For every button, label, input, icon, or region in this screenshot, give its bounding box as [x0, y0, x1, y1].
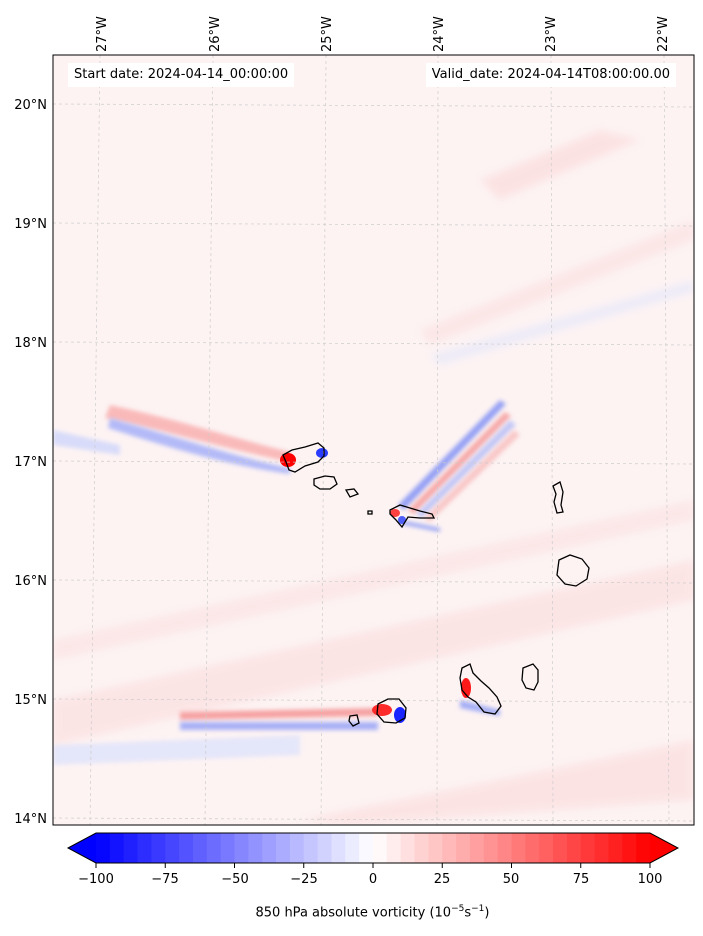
colorbar-cell — [497, 833, 513, 863]
coastlines — [282, 442, 590, 727]
island-sal — [552, 481, 564, 514]
cb-tick-label: −75 — [151, 872, 178, 887]
latitude-labels: 20°N 19°N 18°N 17°N 16°N 15°N 14°N — [14, 98, 47, 827]
colorbar-cell — [206, 833, 222, 863]
cb-tick-label: 0 — [369, 872, 377, 887]
island-santa-luzia — [344, 488, 360, 498]
lat-label: 16°N — [14, 574, 47, 589]
colorbar-cell — [123, 833, 139, 863]
colorbar-cell — [386, 833, 402, 863]
island-sao-vicente — [313, 475, 338, 490]
lat-label: 15°N — [14, 693, 47, 708]
colorbar-cell — [289, 833, 305, 863]
graticule — [53, 55, 694, 825]
lat-label: 17°N — [14, 455, 47, 470]
cb-tick-label: −50 — [221, 872, 248, 887]
colorbar-ticks — [95, 863, 651, 868]
colorbar-cell — [483, 833, 499, 863]
colorbar-cell — [525, 833, 540, 863]
island-branco — [367, 510, 373, 515]
lon-label: 23°W — [544, 16, 559, 52]
colorbar-cell — [594, 833, 610, 863]
cb-tick-label: 25 — [434, 872, 451, 887]
lon-label: 25°W — [320, 16, 335, 52]
lat-label: 14°N — [14, 812, 47, 827]
colorbar-cell — [359, 833, 374, 863]
colorbar-title-end: ) — [484, 905, 490, 921]
colorbar-cell — [539, 833, 554, 863]
island-maio — [521, 663, 539, 691]
colorbar-cells — [68, 833, 678, 863]
colorbar-cell — [331, 833, 346, 863]
colorbar-cell — [566, 833, 582, 863]
cb-tick-label: −25 — [290, 872, 317, 887]
colorbar-cell — [96, 833, 111, 863]
colorbar-cell — [109, 833, 125, 863]
colorbar-cell — [192, 833, 208, 863]
colorbar-title: 850 hPa absolute vorticity (10−5s−1) — [0, 904, 703, 920]
cb-tick-label: 100 — [638, 872, 663, 887]
colorbar-cell — [248, 833, 263, 863]
colorbar-cell — [469, 833, 485, 863]
lat-label: 20°N — [14, 98, 47, 113]
island-brava — [348, 714, 360, 727]
colorbar-cell — [262, 833, 277, 863]
cb-tick-label: −100 — [78, 872, 114, 887]
colorbar-title-mid: s — [464, 905, 472, 921]
colorbar-cell — [373, 833, 388, 863]
colorbar-cell — [345, 833, 360, 863]
colorbar-cell — [414, 833, 429, 863]
cb-tick-label: 50 — [503, 872, 520, 887]
colorbar-cell — [137, 833, 152, 863]
colorbar: −100 −75 −50 −25 0 25 50 75 100 — [66, 832, 680, 887]
colorbar-cell — [553, 833, 568, 863]
colorbar-extend-max — [650, 833, 678, 863]
colorbar-title-exp1: −5 — [451, 904, 465, 914]
lon-label: 26°W — [208, 16, 223, 52]
island-fogo — [376, 698, 407, 724]
colorbar-cell — [276, 833, 291, 863]
colorbar-cell — [456, 833, 471, 863]
colorbar-cell — [511, 833, 526, 863]
island-sao-nicolau — [389, 504, 436, 529]
lon-label: 22°W — [656, 16, 671, 52]
colorbar-cell — [400, 833, 416, 863]
island-santo-antao — [282, 442, 325, 473]
start-date-label: Start date: 2024-04-14_00:00:00 — [68, 63, 295, 87]
colorbar-cell — [220, 833, 236, 863]
colorbar-title-main: 850 hPa absolute vorticity (10 — [255, 905, 452, 921]
colorbar-cell — [234, 833, 249, 863]
colorbar-cell — [608, 833, 623, 863]
colorbar-cell — [636, 833, 651, 863]
colorbar-cell — [179, 833, 194, 863]
map-frame — [52, 54, 695, 826]
colorbar-cell — [317, 833, 333, 863]
lat-label: 19°N — [14, 217, 47, 232]
colorbar-title-exp2: −1 — [471, 904, 485, 914]
colorbar-cell — [580, 833, 596, 863]
island-boa-vista — [556, 554, 590, 587]
vorticity-field — [53, 130, 694, 825]
cb-tick-label: 75 — [573, 872, 590, 887]
colorbar-cell — [151, 833, 166, 863]
longitude-labels: 27°W 26°W 25°W 24°W 23°W 22°W — [95, 16, 671, 52]
lon-label: 24°W — [432, 16, 447, 52]
lon-label: 27°W — [95, 16, 110, 52]
colorbar-cell — [442, 833, 457, 863]
colorbar-cell — [428, 833, 443, 863]
lat-label: 18°N — [14, 336, 47, 351]
island-santiago — [459, 663, 502, 715]
colorbar-cell — [622, 833, 637, 863]
colorbar-extend-min — [68, 833, 96, 863]
colorbar-tick-labels: −100 −75 −50 −25 0 25 50 75 100 — [78, 872, 662, 887]
colorbar-cell — [303, 833, 319, 863]
valid-date-label: Valid_date: 2024-04-14T08:00:00.00 — [425, 63, 676, 87]
colorbar-cell — [165, 833, 180, 863]
